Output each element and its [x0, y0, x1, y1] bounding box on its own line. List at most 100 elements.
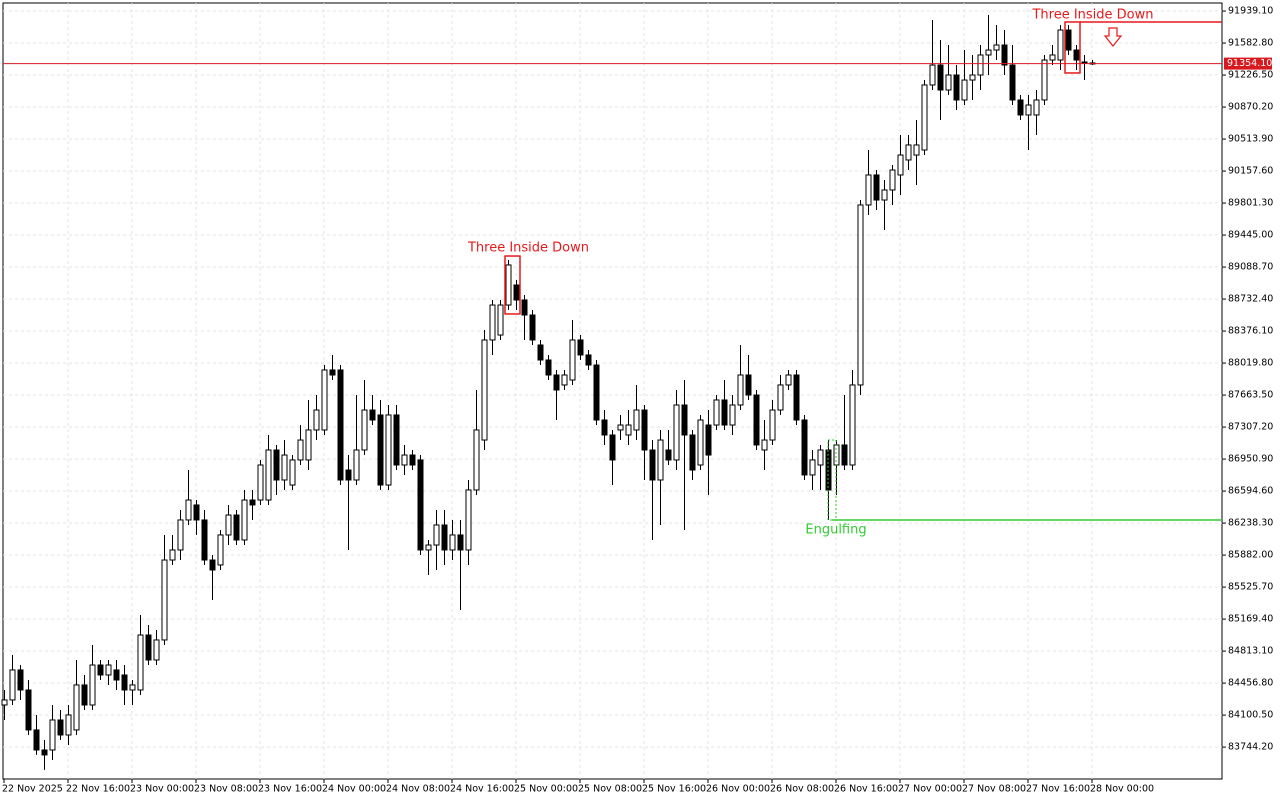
candle-body — [113, 669, 120, 681]
y-tick-label: 89801.30 — [1228, 198, 1273, 209]
candle-body — [353, 449, 360, 481]
x-tick-label: 25 Nov 08:00 — [578, 784, 642, 795]
candle-body — [249, 499, 256, 506]
candle-body — [1009, 64, 1016, 101]
candle-body — [385, 414, 392, 486]
x-tick-label: 26 Nov 16:00 — [834, 784, 898, 795]
pattern-box — [827, 439, 837, 521]
candle-body — [1081, 61, 1088, 64]
candle-body — [665, 449, 672, 461]
current-price-label: 91354.10 — [1227, 58, 1272, 69]
candle-body — [177, 519, 184, 551]
candle-body — [721, 399, 728, 426]
candle-body — [265, 449, 272, 501]
candle-body — [457, 534, 464, 551]
candle-body — [161, 559, 168, 641]
pattern-box — [504, 255, 521, 315]
candle-body — [345, 469, 352, 481]
candle-body — [281, 454, 288, 481]
candle-body — [201, 519, 208, 561]
candle-body — [473, 429, 480, 491]
candle-body — [529, 314, 536, 341]
pattern-label: Engulfing — [805, 522, 866, 537]
candle-body — [553, 374, 560, 391]
candle-body — [1025, 104, 1032, 116]
candle-body — [993, 44, 1000, 51]
candle-body — [297, 439, 304, 461]
candle-body — [9, 669, 16, 701]
candle-body — [329, 369, 336, 376]
candle-body — [777, 384, 784, 411]
candle-body — [801, 419, 808, 476]
candle-body — [545, 359, 552, 376]
candle-body — [257, 464, 264, 501]
candle-body — [977, 54, 984, 76]
candle-body — [1049, 54, 1056, 61]
candle-body — [225, 514, 232, 536]
candle-body — [641, 409, 648, 451]
candle-body — [761, 439, 768, 451]
x-tick-label: 22 Nov 16:00 — [66, 784, 130, 795]
pattern-label: Three Inside Down — [1031, 7, 1153, 22]
candle-body — [185, 499, 192, 521]
candle-body — [633, 409, 640, 431]
y-tick-label: 87663.50 — [1228, 390, 1273, 401]
candle-body — [313, 409, 320, 431]
candle-body — [409, 454, 416, 466]
candle-body — [609, 434, 616, 461]
candle-body — [377, 414, 384, 486]
candle-body — [753, 394, 760, 446]
candle-body — [49, 719, 56, 751]
candle-body — [137, 634, 144, 691]
candle-body — [129, 684, 136, 691]
y-tick-label: 86238.30 — [1228, 518, 1273, 529]
candle-body — [1001, 44, 1008, 66]
candle-body — [1065, 29, 1072, 51]
candle-body — [617, 424, 624, 431]
candle-body — [961, 79, 968, 101]
candle-body — [513, 284, 520, 301]
candle-body — [337, 369, 344, 481]
candle-body — [505, 264, 512, 306]
candle-body — [1033, 99, 1040, 116]
x-tick-label: 25 Nov 00:00 — [514, 784, 578, 795]
candle-body — [953, 74, 960, 101]
candle-body — [1017, 99, 1024, 116]
plot-frame — [2, 2, 1223, 780]
candle-body — [929, 64, 936, 86]
pattern-box — [1064, 21, 1081, 74]
candle-body — [361, 409, 368, 451]
candle-body — [1073, 49, 1080, 61]
candle-body — [705, 424, 712, 456]
x-tick-label: 27 Nov 16:00 — [1026, 784, 1090, 795]
candle-body — [713, 399, 720, 426]
candle-body — [745, 374, 752, 396]
candle-body — [417, 459, 424, 551]
y-tick-label: 84100.50 — [1228, 710, 1273, 721]
pattern-label: Three Inside Down — [467, 241, 589, 256]
candle-body — [649, 449, 656, 481]
candle-body — [25, 689, 32, 731]
candle-body — [369, 409, 376, 421]
x-tick-label: 27 Nov 00:00 — [898, 784, 962, 795]
candle-body — [785, 374, 792, 386]
candle-body — [945, 74, 952, 91]
candle-body — [393, 414, 400, 466]
candle-body — [625, 424, 632, 436]
y-tick-label: 89088.70 — [1228, 262, 1273, 273]
y-tick-label: 88019.80 — [1228, 358, 1273, 369]
candle-body — [169, 549, 176, 561]
y-tick-label: 87307.20 — [1228, 422, 1273, 433]
y-tick-label: 90157.60 — [1228, 166, 1273, 177]
candle-body — [321, 369, 328, 431]
candle-body — [241, 499, 248, 541]
candle-body — [57, 719, 64, 736]
candle-body — [889, 169, 896, 191]
y-tick-label: 89445.00 — [1228, 230, 1273, 241]
x-tick-label: 28 Nov 00:00 — [1090, 784, 1154, 795]
candle-body — [873, 174, 880, 201]
candle-body — [449, 534, 456, 551]
candle-body — [425, 544, 432, 551]
candle-body — [1, 699, 8, 706]
